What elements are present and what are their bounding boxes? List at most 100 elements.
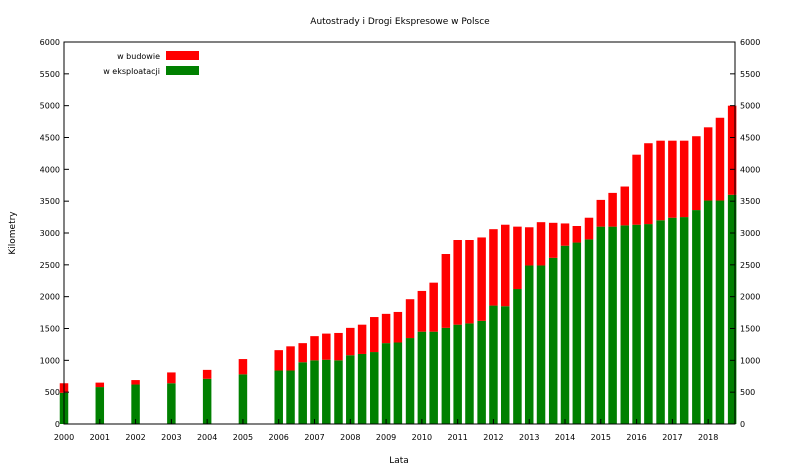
y-axis-right: 0 500 1000 1500 2000 2500 3000 3500 4000 4500 5000… xyxy=(730,38,760,429)
bar-operational xyxy=(393,342,403,424)
bar-construction xyxy=(453,240,462,325)
y-tick-label: 3000 xyxy=(40,229,60,238)
bar-operational xyxy=(572,242,582,424)
bar-construction xyxy=(429,282,438,332)
bar-construction xyxy=(596,199,606,227)
bar-operational xyxy=(286,370,295,424)
bar-operational xyxy=(334,360,343,424)
y-tick-label-right: 4500 xyxy=(740,134,760,143)
x-tick-label: 2011 xyxy=(447,433,467,442)
bar-construction xyxy=(679,140,689,218)
y-tick-label: 2000 xyxy=(40,293,60,302)
bar-construction xyxy=(238,359,248,375)
bar-operational xyxy=(620,225,630,424)
bar-construction xyxy=(548,222,558,258)
x-tick-label: 2014 xyxy=(555,433,575,442)
bar-operational xyxy=(274,370,283,424)
y-tick-label-right: 6000 xyxy=(740,38,760,47)
bar-construction xyxy=(95,382,105,388)
y-tick-label-right: 5000 xyxy=(740,102,760,111)
bar-operational xyxy=(703,200,713,424)
y-tick-label-right: 0 xyxy=(740,420,745,429)
x-tick-label: 2012 xyxy=(483,433,503,442)
bar-operational xyxy=(632,224,641,424)
x-tick-label: 2015 xyxy=(591,433,611,442)
bar-operational xyxy=(346,355,355,424)
x-tick-label: 2006 xyxy=(269,433,289,442)
bar-operational xyxy=(310,360,319,424)
legend-label-construction: w budowie xyxy=(117,52,160,61)
bar-construction xyxy=(322,333,331,360)
bar-operational xyxy=(727,194,737,424)
x-tick-label: 2003 xyxy=(161,433,181,442)
bar-operational xyxy=(584,239,594,424)
y-tick-label: 500 xyxy=(45,388,60,397)
bar-operational xyxy=(370,352,379,424)
bar-operational xyxy=(238,374,248,424)
x-tick-label: 2008 xyxy=(340,433,360,442)
bar-operational xyxy=(560,245,570,424)
y-tick-label: 0 xyxy=(55,420,60,429)
bar-operational xyxy=(536,265,546,424)
bar-operational xyxy=(322,359,331,424)
x-tick-label: 2010 xyxy=(412,433,432,442)
legend-swatch-operational xyxy=(166,66,199,75)
x-tick-label: 2001 xyxy=(90,433,110,442)
bar-construction xyxy=(393,311,403,343)
bar-construction xyxy=(584,217,594,240)
bar-construction xyxy=(668,140,677,218)
bar-construction xyxy=(334,332,343,361)
y-tick-label-right: 4000 xyxy=(740,165,760,174)
x-tick-label: 2007 xyxy=(304,433,324,442)
x-tick-label: 2000 xyxy=(54,433,74,442)
bar-operational xyxy=(417,331,427,424)
bars-group xyxy=(59,105,737,424)
bar-construction xyxy=(417,290,427,332)
bar-construction xyxy=(632,154,641,225)
y-tick-label: 5000 xyxy=(40,102,60,111)
bar-construction xyxy=(536,222,546,266)
y-tick-label-right: 1000 xyxy=(740,356,760,365)
bar-construction xyxy=(608,192,617,227)
bar-construction xyxy=(370,317,379,353)
bar-construction xyxy=(656,140,665,221)
bar-construction xyxy=(489,229,498,306)
bar-operational xyxy=(167,383,176,424)
bar-operational xyxy=(405,338,415,424)
bar-operational xyxy=(656,220,665,424)
y-tick-label: 2500 xyxy=(40,261,60,270)
bar-operational xyxy=(668,217,677,424)
y-tick-label: 1000 xyxy=(40,356,60,365)
bar-operational xyxy=(513,289,522,424)
bar-construction xyxy=(703,127,713,201)
bar-construction xyxy=(131,380,140,385)
bar-construction xyxy=(274,350,283,371)
y-axis-label: Kilometry xyxy=(8,211,18,255)
y-tick-label: 3500 xyxy=(40,197,60,206)
bar-operational xyxy=(441,327,451,424)
legend: w budowie w eksploatacji xyxy=(103,51,199,76)
y-tick-label: 5500 xyxy=(40,70,60,79)
bar-operational xyxy=(95,387,105,424)
y-tick-label-right: 2500 xyxy=(740,261,760,270)
y-axis-left: 0 500 1000 1500 2000 2500 3000 3500 4000 4500 5000… xyxy=(40,38,69,429)
bar-operational xyxy=(715,200,725,424)
bar-operational xyxy=(524,265,534,424)
bar-construction xyxy=(357,324,367,354)
y-tick-label: 4000 xyxy=(40,165,60,174)
chart-title: Autostrady i Drogi Ekspresowe w Polsce xyxy=(310,17,490,27)
y-tick-label: 4500 xyxy=(40,134,60,143)
legend-label-operational: w eksploatacji xyxy=(103,67,160,76)
x-tick-label: 2004 xyxy=(197,433,217,442)
bar-operational xyxy=(644,224,653,424)
y-tick-label: 1500 xyxy=(40,325,60,334)
bar-operational xyxy=(679,217,689,424)
x-tick-label: 2018 xyxy=(698,433,718,442)
bar-operational xyxy=(465,323,474,424)
bar-construction xyxy=(727,105,737,195)
bar-construction xyxy=(644,143,653,225)
bar-operational xyxy=(548,257,558,424)
bar-construction xyxy=(513,226,522,290)
x-tick-label: 2009 xyxy=(376,433,396,442)
